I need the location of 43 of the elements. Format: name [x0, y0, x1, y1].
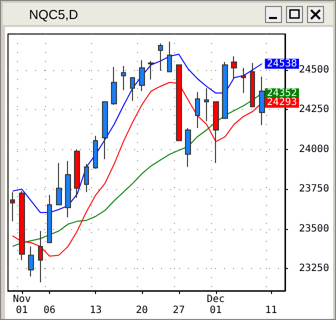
candlestick — [56, 162, 62, 206]
candlestick — [28, 246, 34, 278]
candlestick — [250, 62, 255, 108]
candlestick — [185, 128, 191, 168]
candlestick — [213, 101, 219, 164]
y-tick-label: 24250 — [299, 104, 330, 116]
data-label: 24538 — [266, 58, 298, 70]
candlestick — [74, 148, 80, 198]
data-label: 24352 — [266, 88, 298, 99]
candlestick — [231, 56, 237, 80]
candlestick — [167, 41, 172, 72]
x-tick-label: 11 — [265, 305, 278, 316]
line-series — [12, 54, 262, 214]
y-tick-label: 23750 — [299, 184, 330, 195]
x-tick-label: Dec 01 — [206, 294, 225, 316]
candlestick — [241, 67, 246, 94]
chart-title: NQC5,D — [29, 7, 78, 22]
x-tick-label: 20 — [136, 305, 148, 316]
candlestick — [139, 60, 145, 92]
candlestick — [47, 194, 52, 244]
x-tick-label: 13 — [90, 305, 102, 316]
candlestick — [93, 135, 98, 170]
candlestick — [204, 88, 209, 122]
candlestick — [195, 92, 200, 129]
y-tick-label: 24500 — [299, 64, 330, 76]
data-label: 24293 — [266, 97, 298, 108]
x-tick-label: Nov 01 — [12, 294, 31, 316]
x-tick-label: 27 — [172, 305, 185, 316]
y-tick-label: 24000 — [299, 144, 330, 155]
candlestick — [10, 192, 15, 222]
candlestick — [259, 76, 265, 126]
y-tick-label: 23500 — [299, 223, 330, 234]
candlestick — [130, 77, 135, 102]
candlestick — [111, 66, 117, 106]
y-tick-label: 23250 — [299, 263, 330, 274]
candlestick — [158, 43, 163, 72]
candlestick — [148, 60, 154, 80]
x-tick-label: 06 — [44, 305, 56, 316]
candlestick — [84, 164, 89, 193]
candlestick — [222, 62, 228, 119]
candlestick — [121, 65, 126, 91]
candlestick — [65, 160, 71, 218]
candlestick — [102, 101, 108, 160]
